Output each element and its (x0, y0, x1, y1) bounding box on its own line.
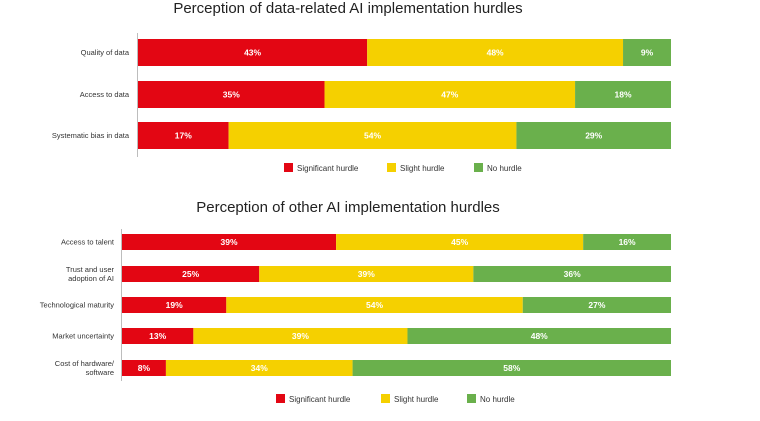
category-label: Access to data (80, 90, 130, 99)
bar-no (583, 234, 671, 250)
category-label: Cost of hardware/ (55, 359, 115, 368)
bar-significant (122, 328, 194, 344)
bar-no (407, 328, 671, 344)
bar-slight (193, 328, 408, 344)
bar-slight (324, 81, 576, 108)
bar-no (473, 266, 671, 282)
legend-swatch-slight (381, 394, 390, 403)
bar-slight (367, 39, 624, 66)
legend-label-slight: Slight hurdle (400, 164, 445, 173)
data-label: 39% (292, 331, 309, 341)
data-label: 54% (366, 300, 383, 310)
bar-significant (122, 234, 337, 250)
category-label: Systematic bias in data (52, 131, 130, 140)
bar-no (623, 39, 671, 66)
category-label: Trust and user (66, 265, 115, 274)
data-label: 54% (364, 131, 381, 141)
data-label: 17% (175, 131, 192, 141)
other-hurdles-chart: Perception of other AI implementation hu… (40, 199, 671, 404)
data-label: 27% (588, 300, 605, 310)
data-label: 35% (223, 90, 240, 100)
legend-swatch-no (467, 394, 476, 403)
bar-slight (226, 297, 523, 313)
data-label: 39% (221, 237, 238, 247)
data-label: 48% (487, 48, 504, 58)
chart-title: Perception of data-related AI implementa… (173, 0, 522, 17)
legend-label-significant: Significant hurdle (297, 164, 359, 173)
data-label: 29% (585, 131, 602, 141)
data-hurdles-chart: Perception of data-related AI implementa… (52, 0, 671, 173)
data-label: 34% (251, 363, 268, 373)
bar-significant (138, 39, 368, 66)
bar-no (575, 81, 671, 108)
bar-slight (336, 234, 584, 250)
data-label: 58% (503, 363, 520, 373)
data-label: 36% (564, 269, 581, 279)
data-label: 16% (619, 237, 636, 247)
data-label: 19% (166, 300, 183, 310)
category-label: Quality of data (81, 48, 130, 57)
data-label: 47% (441, 90, 458, 100)
data-label: 39% (358, 269, 375, 279)
legend-label-significant: Significant hurdle (289, 395, 351, 404)
bar-significant (138, 81, 325, 108)
data-label: 8% (138, 363, 151, 373)
data-label: 48% (531, 331, 548, 341)
legend-swatch-no (474, 163, 483, 172)
bar-slight (165, 360, 353, 376)
bar-slight (228, 122, 517, 149)
category-label: adoption of AI (68, 274, 114, 283)
category-label: Market uncertainty (52, 332, 114, 341)
category-label: software (86, 368, 114, 377)
category-label: Access to talent (61, 238, 115, 247)
data-label: 13% (149, 331, 166, 341)
legend-label-slight: Slight hurdle (394, 395, 439, 404)
bar-no (516, 122, 671, 149)
legend-label-no: No hurdle (480, 395, 515, 404)
bar-no (522, 297, 671, 313)
data-label: 25% (182, 269, 199, 279)
bar-significant (122, 360, 166, 376)
bar-no (352, 360, 671, 376)
bar-slight (259, 266, 474, 282)
chart-title: Perception of other AI implementation hu… (196, 199, 500, 216)
legend-label-no: No hurdle (487, 164, 522, 173)
bar-significant (122, 297, 227, 313)
bar-significant (138, 122, 229, 149)
data-label: 9% (641, 48, 654, 58)
legend-swatch-slight (387, 163, 396, 172)
bar-significant (122, 266, 260, 282)
data-label: 45% (451, 237, 468, 247)
data-label: 43% (244, 48, 261, 58)
legend-swatch-significant (276, 394, 285, 403)
data-label: 18% (615, 90, 632, 100)
category-label: Technological maturity (40, 301, 114, 310)
legend-swatch-significant (284, 163, 293, 172)
